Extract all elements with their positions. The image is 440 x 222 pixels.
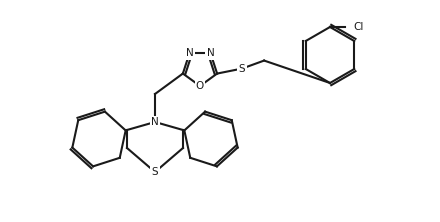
Text: O: O (196, 81, 204, 91)
Text: S: S (152, 167, 158, 177)
Text: N: N (207, 48, 214, 58)
Text: S: S (239, 63, 246, 73)
Text: N: N (151, 117, 159, 127)
Text: N: N (186, 48, 193, 58)
Text: Cl: Cl (353, 22, 363, 32)
